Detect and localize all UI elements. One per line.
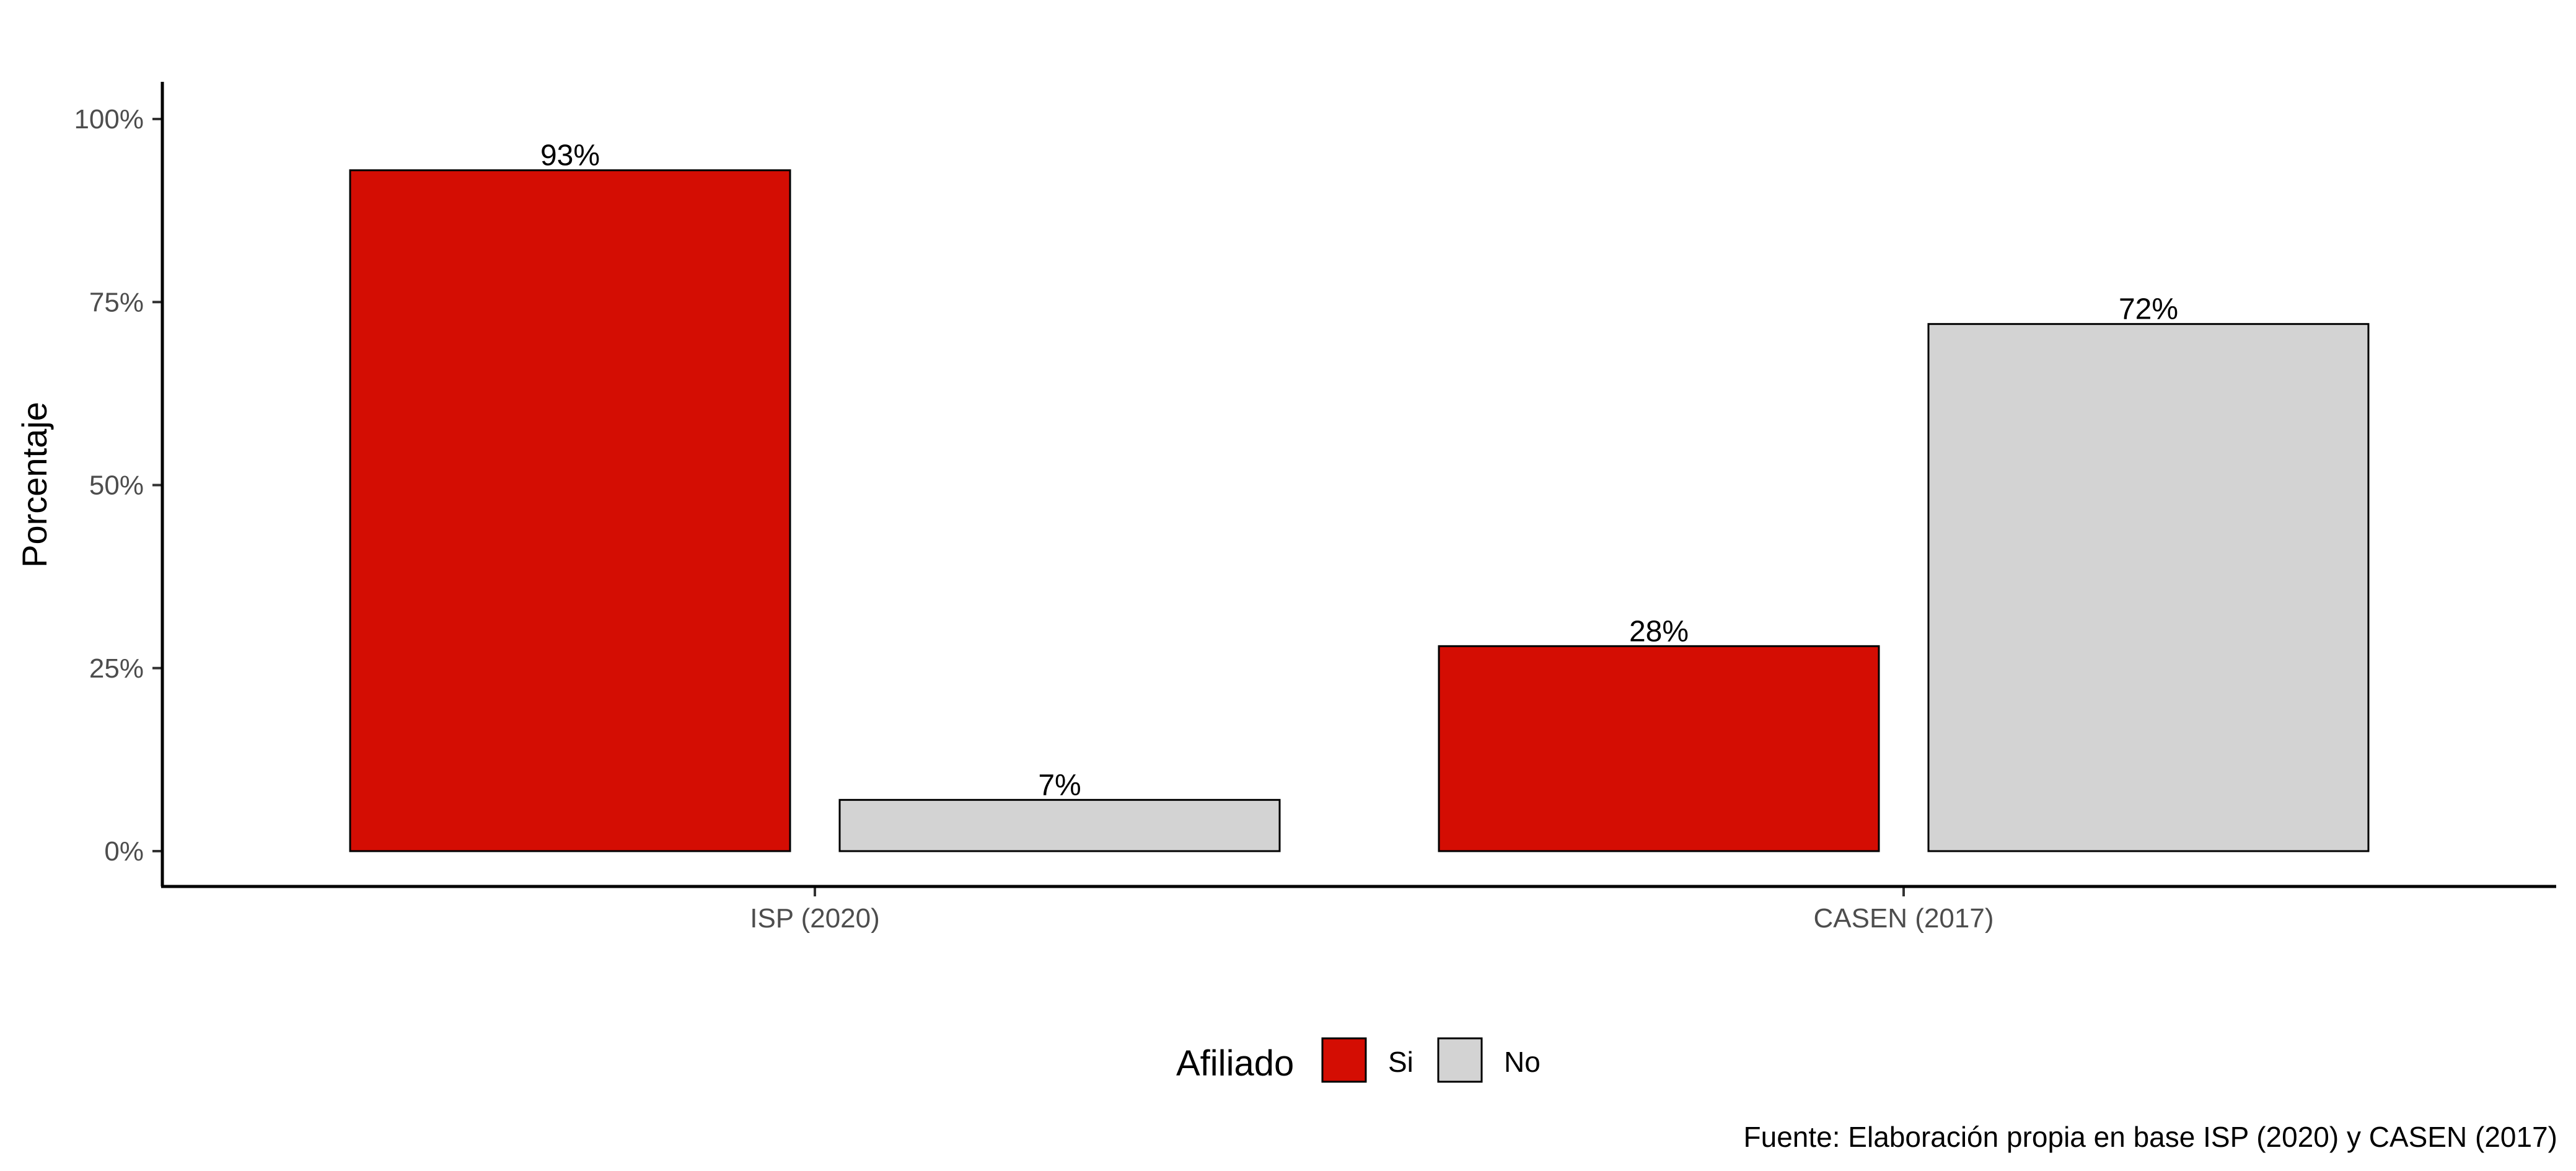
source-caption: Fuente: Elaboración propia en base ISP (… [1744, 1121, 2557, 1153]
y-tick-label: 0% [104, 836, 144, 867]
y-tick-label: 25% [89, 653, 144, 684]
bar-no-2 [1927, 323, 2370, 852]
y-tick-label: 50% [89, 471, 144, 501]
bar-si-2 [1438, 645, 1880, 852]
bar-labels: 93% 7% 28% 72% [540, 139, 2178, 802]
bar-value-label: 72% [2119, 293, 2178, 326]
bar-value-label: 7% [1038, 769, 1081, 802]
y-axis-ticks: 0% 25% 50% 75% 100% [74, 104, 162, 867]
x-tick-label: ISP (2020) [750, 903, 880, 934]
legend-title: Afiliado [1176, 1043, 1294, 1084]
x-tick-label: CASEN (2017) [1813, 903, 1994, 934]
legend-key-si [1321, 1037, 1367, 1083]
x-axis-ticks: ISP (2020) CASEN (2017) [750, 886, 1994, 934]
y-tick-label: 100% [74, 104, 144, 135]
y-axis-title: Porcentaje [15, 402, 54, 568]
bar-no-1 [838, 798, 1281, 852]
legend: Afiliado Si No [1176, 1037, 1541, 1084]
bar-si-1 [349, 169, 791, 852]
bars [349, 169, 2370, 852]
legend-key-no [1437, 1037, 1483, 1083]
bar-value-label: 28% [1629, 615, 1689, 648]
legend-label-no: No [1504, 1046, 1541, 1078]
legend-label-si: Si [1388, 1046, 1413, 1078]
bar-value-label: 93% [540, 139, 600, 172]
y-tick-label: 75% [89, 287, 144, 317]
